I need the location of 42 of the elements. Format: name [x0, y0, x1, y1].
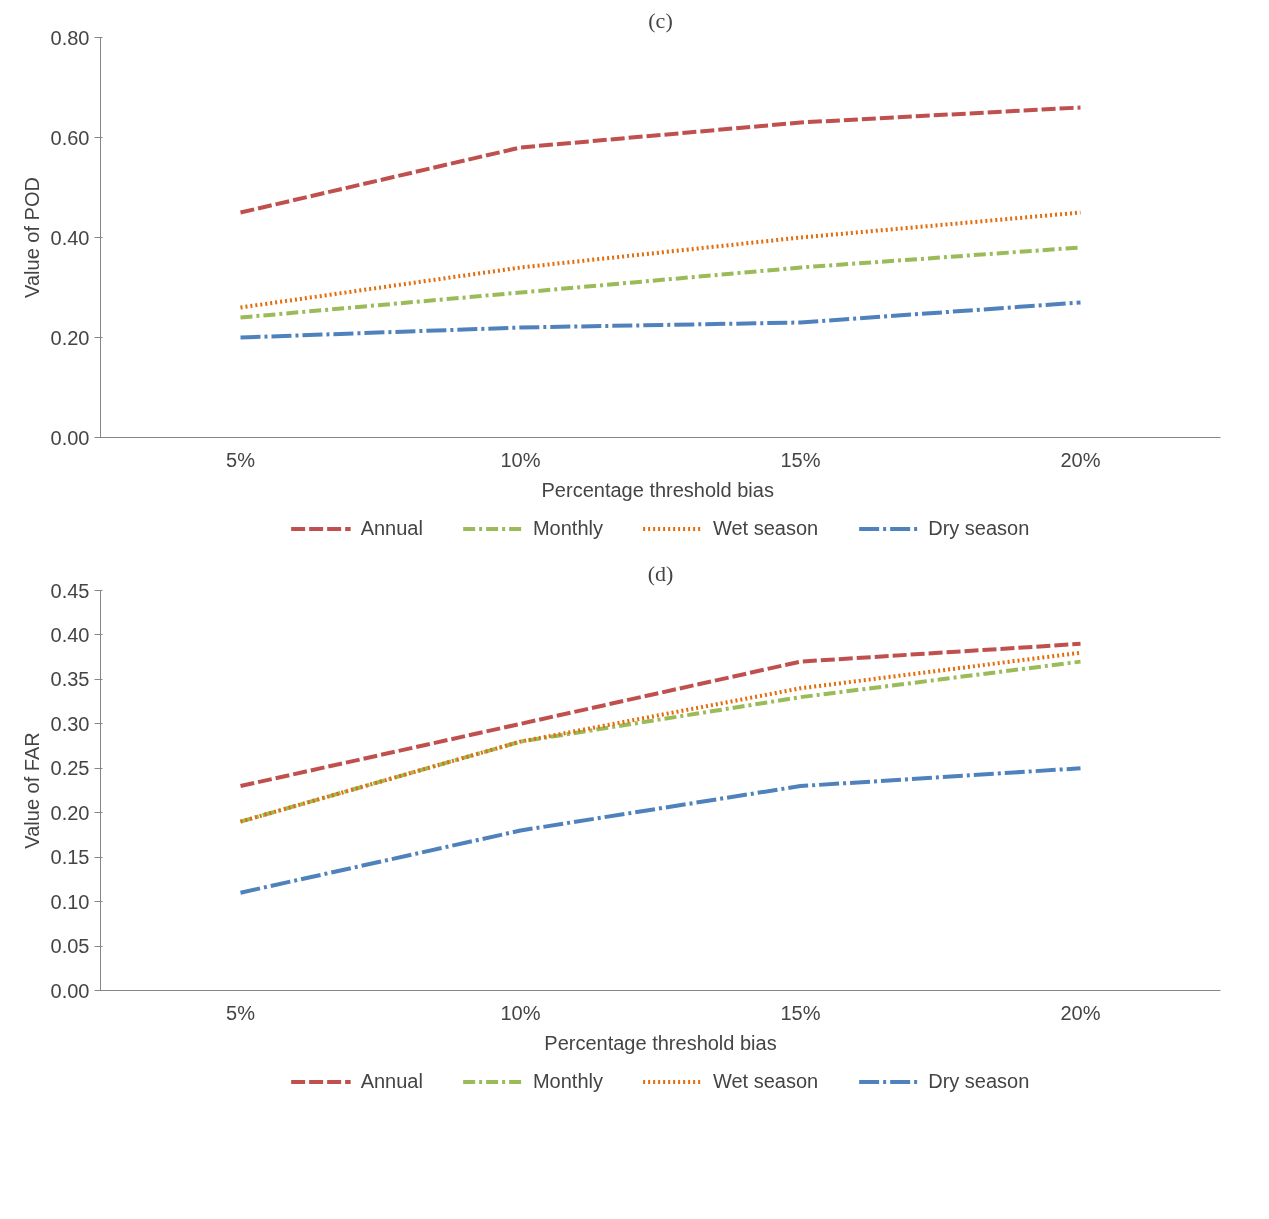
x-axis-title: Percentage threshold bias: [544, 1031, 777, 1054]
legend-label: Dry season: [928, 516, 1030, 540]
y-tick-label: 0.00: [50, 426, 90, 449]
y-tick-label: 0.00: [50, 979, 90, 1002]
chart-title: (d): [647, 560, 674, 586]
line-series: [238, 105, 1083, 215]
x-tick-label: 5%: [226, 1001, 256, 1024]
line-series: [238, 300, 1083, 340]
y-tick-label: 0.30: [50, 712, 90, 735]
y-tick-label: 0.40: [50, 226, 90, 249]
y-tick-label: 0.15: [50, 846, 90, 869]
y-tick-label: 0.40: [50, 623, 90, 646]
legend-label: Annual: [360, 516, 423, 540]
y-tick-label: 0.80: [50, 26, 90, 49]
legend-label: Annual: [360, 1069, 423, 1093]
chart-title: (c): [648, 7, 673, 33]
x-tick-label: 15%: [780, 448, 821, 471]
x-tick-label: 20%: [1060, 448, 1101, 471]
y-tick-label: 0.10: [50, 890, 90, 913]
y-tick-label: 0.25: [50, 757, 90, 780]
line-series: [238, 641, 1083, 789]
y-axis-title: Value of POD: [20, 177, 43, 298]
x-tick-label: 5%: [226, 448, 256, 471]
legend-label: Dry season: [928, 1069, 1030, 1093]
x-axis-title: Percentage threshold bias: [541, 478, 774, 501]
legend-label: Monthly: [532, 1069, 603, 1093]
y-tick-label: 0.20: [50, 801, 90, 824]
x-tick-label: 10%: [500, 448, 541, 471]
y-tick-label: 0.45: [50, 579, 90, 602]
x-tick-label: 20%: [1060, 1001, 1101, 1024]
line-series: [238, 210, 1083, 310]
y-tick-label: 0.60: [50, 126, 90, 149]
y-tick-label: 0.05: [50, 935, 90, 958]
y-axis-title: Value of FAR: [20, 732, 43, 849]
x-tick-label: 15%: [780, 1001, 821, 1024]
x-tick-label: 10%: [500, 1001, 541, 1024]
line-series: [238, 766, 1083, 895]
y-tick-label: 0.20: [50, 326, 90, 349]
legend-label: Wet season: [712, 1069, 819, 1093]
y-tick-label: 0.35: [50, 668, 90, 691]
legend-label: Wet season: [712, 516, 819, 540]
legend-label: Monthly: [532, 516, 603, 540]
